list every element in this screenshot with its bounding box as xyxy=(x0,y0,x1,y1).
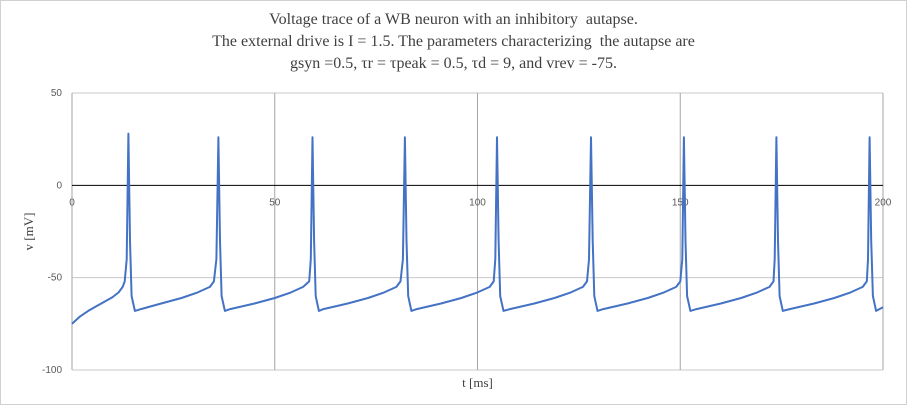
grid xyxy=(71,92,884,371)
chart-title-line-1: Voltage trace of a WB neuron with an inh… xyxy=(269,11,638,28)
y-tick-label: -100 xyxy=(42,365,62,376)
voltage-trace-line xyxy=(71,132,884,325)
x-axis-label: t [ms] xyxy=(462,375,493,390)
x-tick-label: 0 xyxy=(69,197,75,208)
chart-title: Voltage trace of a WB neuron with an inh… xyxy=(1,9,906,75)
tick-labels: -100 -50 0 50 0 50 100 150 200 xyxy=(42,88,892,376)
y-tick-label: 0 xyxy=(56,180,62,191)
y-tick-label: -50 xyxy=(48,273,63,284)
y-tick-label: 50 xyxy=(51,88,63,99)
y-axis-label: v [mV] xyxy=(21,213,36,251)
chart-title-line-2: The external drive is I = 1.5. The param… xyxy=(212,33,695,50)
chart-title-line-3: gsyn =0.5, τr = τpeak = 0.5, τd = 9, and… xyxy=(289,55,618,72)
x-tick-label: 50 xyxy=(269,197,281,208)
x-tick-label: 100 xyxy=(469,197,486,208)
x-tick-label: 150 xyxy=(672,197,689,208)
x-tick-label: 200 xyxy=(875,197,892,208)
